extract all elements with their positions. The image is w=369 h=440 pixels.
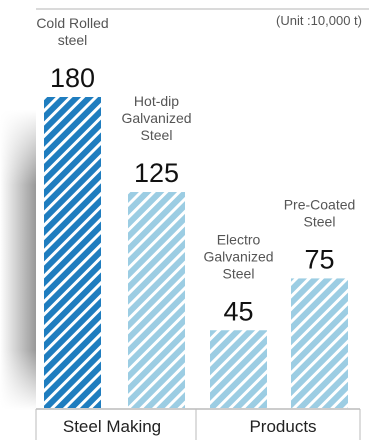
value-label-1: 125 (134, 158, 179, 188)
side-shadow-fade (0, 110, 36, 410)
category-label-2: Electro Galvanized Steel (203, 231, 273, 281)
unit-note: (Unit :10,000 t) (276, 13, 362, 28)
group-label-1: Products (249, 417, 316, 436)
category-label-3: Pre-Coated Steel (284, 196, 356, 229)
value-label-0: 180 (50, 63, 95, 93)
value-label-3: 75 (304, 244, 334, 274)
value-label-2: 45 (223, 296, 253, 326)
bar-3 (291, 278, 348, 408)
category-label-0: Cold Rolled steel (36, 15, 108, 48)
bar-2 (210, 330, 267, 408)
category-label-1: Hot-dip Galvanized Steel (121, 93, 191, 143)
bar-0 (44, 97, 101, 408)
group-label-0: Steel Making (63, 417, 161, 436)
bar-1 (128, 192, 185, 408)
